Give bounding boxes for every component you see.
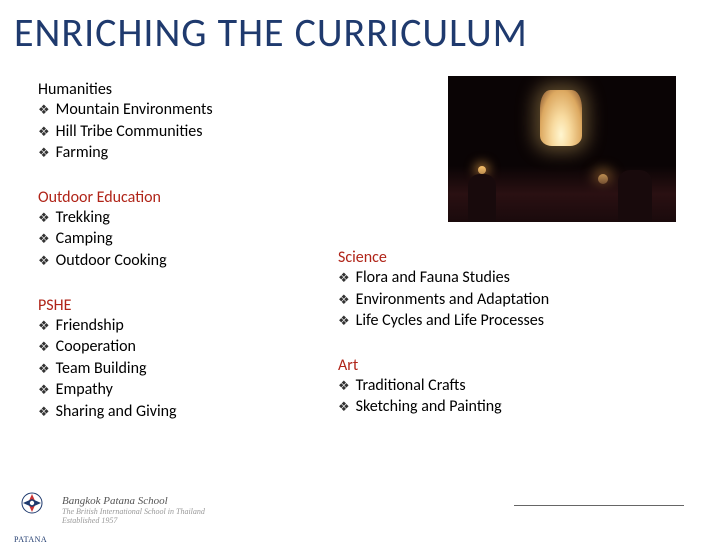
list-item: Life Cycles and Life Processes <box>338 310 549 332</box>
section-pshe: PSHE Friendship Cooperation Team Buildin… <box>38 296 328 423</box>
list-item: Mountain Environments <box>38 99 328 121</box>
list-item: Empathy <box>38 379 328 401</box>
lantern-icon <box>540 90 582 146</box>
slide-title: ENRICHING THE CURRICULUM <box>0 0 720 57</box>
section-heading: PSHE <box>38 296 328 315</box>
list-item: Friendship <box>38 315 328 337</box>
list-item: Sharing and Giving <box>38 401 328 423</box>
footer-text: Bangkok Patana School The British Intern… <box>62 495 205 525</box>
section-heading: Humanities <box>38 80 328 99</box>
content-area: Humanities Mountain Environments Hill Tr… <box>38 80 700 447</box>
footer-school-name: Bangkok Patana School <box>62 495 205 507</box>
list-item: Sketching and Painting <box>338 396 549 418</box>
list-item: Outdoor Cooking <box>38 250 328 272</box>
list-item: Environments and Adaptation <box>338 289 549 311</box>
left-column: Humanities Mountain Environments Hill Tr… <box>38 80 328 447</box>
school-logo: PATANA <box>14 490 50 530</box>
list-item: Team Building <box>38 358 328 380</box>
right-column: Science Flora and Fauna Studies Environm… <box>328 80 700 447</box>
section-heading: Art <box>338 356 549 375</box>
list-item: Hill Tribe Communities <box>38 121 328 143</box>
section-heading: Science <box>338 248 549 267</box>
list-item: Flora and Fauna Studies <box>338 267 549 289</box>
list-item: Traditional Crafts <box>338 375 549 397</box>
list-item: Cooperation <box>38 336 328 358</box>
list-item: Camping <box>38 228 328 250</box>
right-lists: Science Flora and Fauna Studies Environm… <box>338 248 549 442</box>
footer-tagline: The British International School in Thai… <box>62 507 205 516</box>
footer: PATANA Bangkok Patana School The British… <box>14 490 205 530</box>
lantern-photo <box>448 76 676 222</box>
list-item: Farming <box>38 142 328 164</box>
list-item: Trekking <box>38 207 328 229</box>
section-art: Art Traditional Crafts Sketching and Pai… <box>338 356 549 418</box>
footer-established: Established 1957 <box>62 516 205 525</box>
divider-line <box>514 505 684 506</box>
section-outdoor-education: Outdoor Education Trekking Camping Outdo… <box>38 188 328 272</box>
crowd-silhouette <box>448 166 676 222</box>
section-science: Science Flora and Fauna Studies Environm… <box>338 248 549 332</box>
section-heading: Outdoor Education <box>38 188 328 207</box>
section-humanities: Humanities Mountain Environments Hill Tr… <box>38 80 328 164</box>
